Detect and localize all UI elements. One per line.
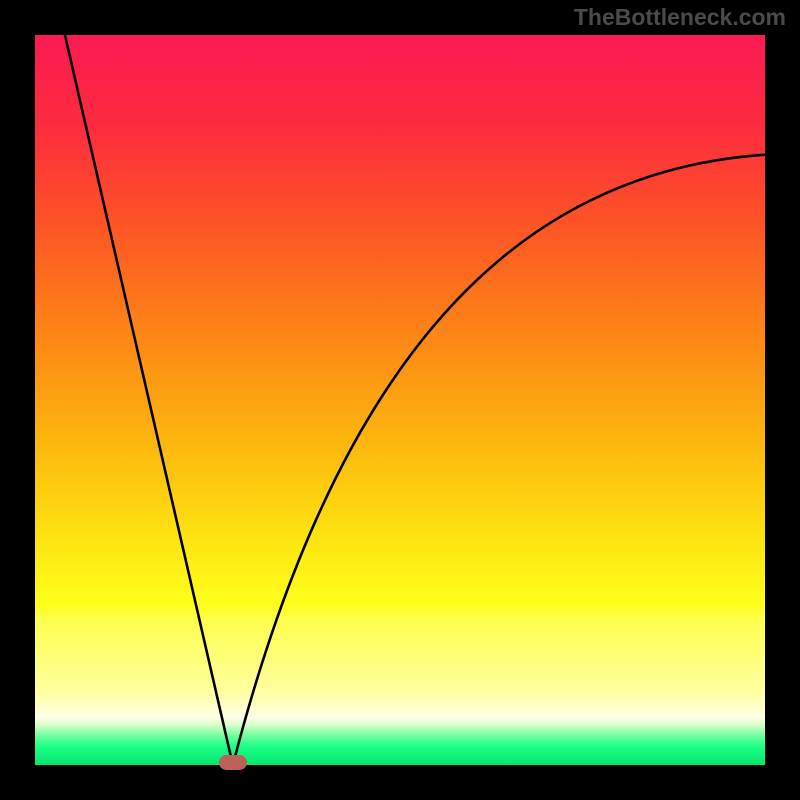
bottleneck-curve (35, 35, 765, 765)
plot-area (35, 35, 765, 765)
curve-path (65, 35, 765, 765)
chart-root: TheBottleneck.com (0, 0, 800, 800)
sweet-spot-marker (219, 755, 247, 770)
attribution-label: TheBottleneck.com (574, 4, 786, 31)
